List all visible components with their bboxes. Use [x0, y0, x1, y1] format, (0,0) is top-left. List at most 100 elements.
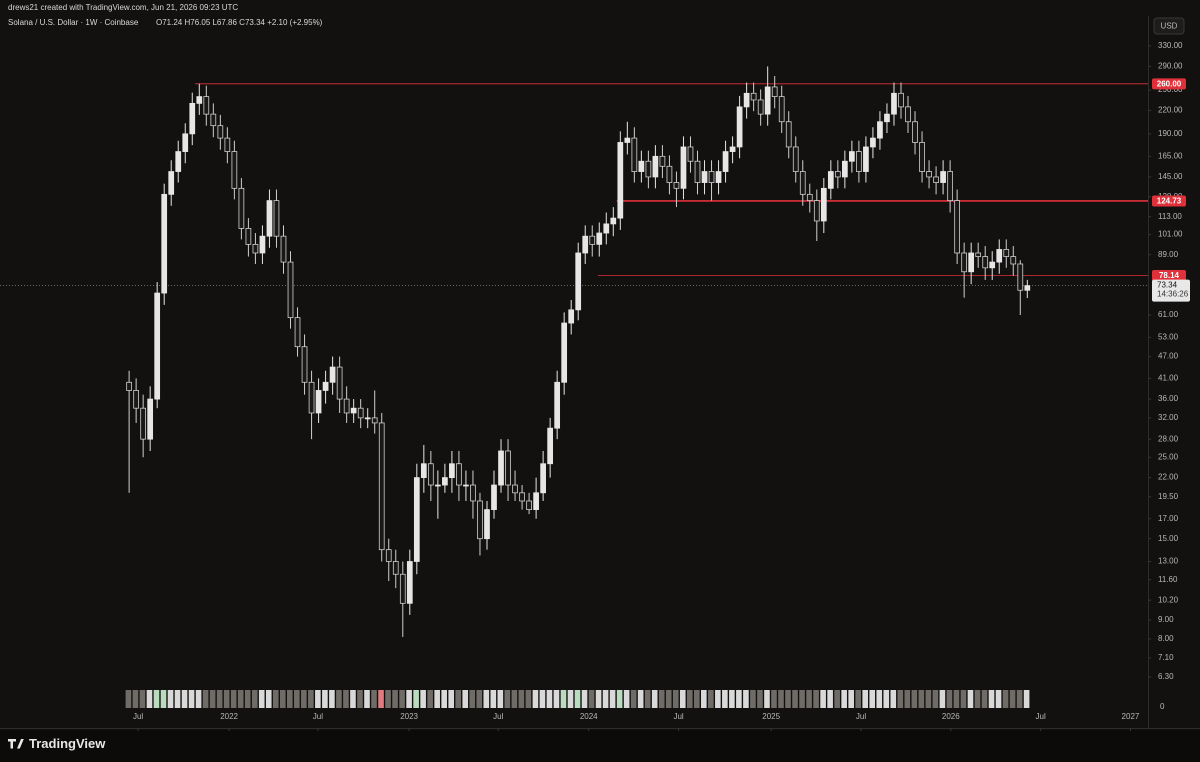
candle-body — [750, 92, 757, 101]
candle-body — [154, 292, 161, 400]
candle-body — [406, 561, 413, 604]
candle-body — [891, 92, 897, 115]
candle-body — [912, 121, 918, 143]
volume-bar — [595, 690, 602, 708]
y-tick-label: 101.00 — [1158, 230, 1183, 239]
volume-bar — [455, 690, 462, 708]
candle-body — [652, 155, 659, 178]
volume-bar — [679, 690, 686, 708]
currency-button[interactable] — [1153, 17, 1185, 35]
volume-bar — [153, 690, 160, 708]
candle-body — [610, 217, 617, 225]
candle-body — [266, 200, 273, 237]
candle-body — [638, 160, 645, 172]
volume-bar — [406, 690, 412, 708]
candle-body — [1024, 285, 1031, 291]
volume-bar — [202, 690, 209, 708]
volume-bar — [799, 690, 805, 708]
volume-bar — [546, 690, 553, 708]
candle-body — [975, 252, 982, 257]
candle-body — [238, 187, 245, 229]
volume-bar — [279, 690, 286, 708]
volume-bar — [609, 690, 616, 708]
candle-body — [336, 366, 343, 400]
volume-bar — [925, 690, 932, 708]
y-tick-label: 7.10 — [1158, 653, 1174, 662]
y-tick-label: 6.30 — [1158, 672, 1174, 681]
volume-bar — [188, 690, 195, 708]
brand-logo[interactable] — [8, 739, 24, 749]
volume-bar — [1002, 690, 1009, 708]
y-tick-label: 41.00 — [1158, 373, 1179, 382]
credit: drews21 created with TradingView.com, Ju… — [8, 3, 238, 12]
volume-bar — [848, 690, 854, 708]
volume-bar — [560, 690, 567, 708]
candle-body — [673, 182, 680, 189]
candle-body — [582, 235, 589, 254]
x-tick-label: Jul — [856, 712, 866, 721]
volume-bar — [644, 690, 651, 708]
volume-bar — [497, 690, 504, 708]
y-tick-label: 19.50 — [1158, 492, 1179, 501]
candle-body — [196, 96, 203, 104]
volume-bar — [574, 690, 581, 708]
volume-bar — [602, 690, 609, 708]
volume-bar — [743, 690, 749, 708]
candle-body — [329, 366, 336, 383]
candle-body — [645, 160, 652, 178]
y-tick-label: 15.00 — [1158, 534, 1179, 543]
candle-body — [856, 151, 862, 172]
volume-bar — [904, 690, 911, 708]
brand[interactable]: TradingView — [8, 736, 106, 751]
volume-bar — [672, 690, 679, 708]
volume-bar — [876, 690, 883, 708]
brand-name[interactable]: TradingView — [29, 736, 106, 751]
candle-body — [799, 171, 806, 195]
volume-bar — [287, 690, 293, 708]
candle-body — [343, 398, 350, 414]
candle-body — [210, 113, 217, 127]
volume-bar — [476, 690, 483, 708]
candle-body — [449, 463, 455, 479]
candle-body — [933, 176, 939, 183]
volume-bar — [862, 690, 869, 708]
volume-bar — [897, 690, 904, 708]
candle-body — [568, 309, 575, 324]
candle-body — [757, 99, 764, 115]
volume-scale-label: 0 — [1160, 702, 1165, 711]
candle-body — [378, 422, 385, 551]
candle-body — [968, 252, 975, 273]
candle-body — [147, 398, 154, 440]
currency-label[interactable]: USD — [1161, 22, 1178, 31]
volume-bar — [385, 690, 391, 708]
volume-bar — [658, 690, 665, 708]
volume-bar — [258, 690, 265, 708]
volume-bar — [174, 690, 181, 708]
y-tick-label: 32.00 — [1158, 413, 1179, 422]
candle-body — [715, 171, 722, 183]
candle-body — [624, 137, 631, 143]
volume-bar — [869, 690, 876, 708]
volume-bar — [981, 690, 988, 708]
volume-bar — [469, 690, 476, 708]
y-tick-label: 290.00 — [1158, 62, 1183, 71]
volume-bar — [651, 690, 658, 708]
volume-bar — [209, 690, 216, 708]
ohlc: O71.24 H76.05 L67.86 C73.34 +2.10 (+2.95… — [156, 18, 323, 27]
volume-bar — [693, 690, 700, 708]
volume-bar — [967, 690, 974, 708]
volume-bar — [750, 690, 756, 708]
volume-bar — [181, 690, 188, 708]
candle-body — [905, 106, 911, 123]
candle-body — [399, 573, 406, 604]
candle-body — [189, 102, 196, 135]
volume-bar — [588, 690, 595, 708]
candle-body — [280, 235, 287, 263]
y-tick-label: 36.00 — [1158, 394, 1179, 403]
volume-bar — [827, 690, 833, 708]
candle-body — [217, 125, 224, 139]
volume-bar — [995, 690, 1002, 708]
candle-body — [954, 200, 960, 254]
candle-body — [603, 223, 610, 234]
